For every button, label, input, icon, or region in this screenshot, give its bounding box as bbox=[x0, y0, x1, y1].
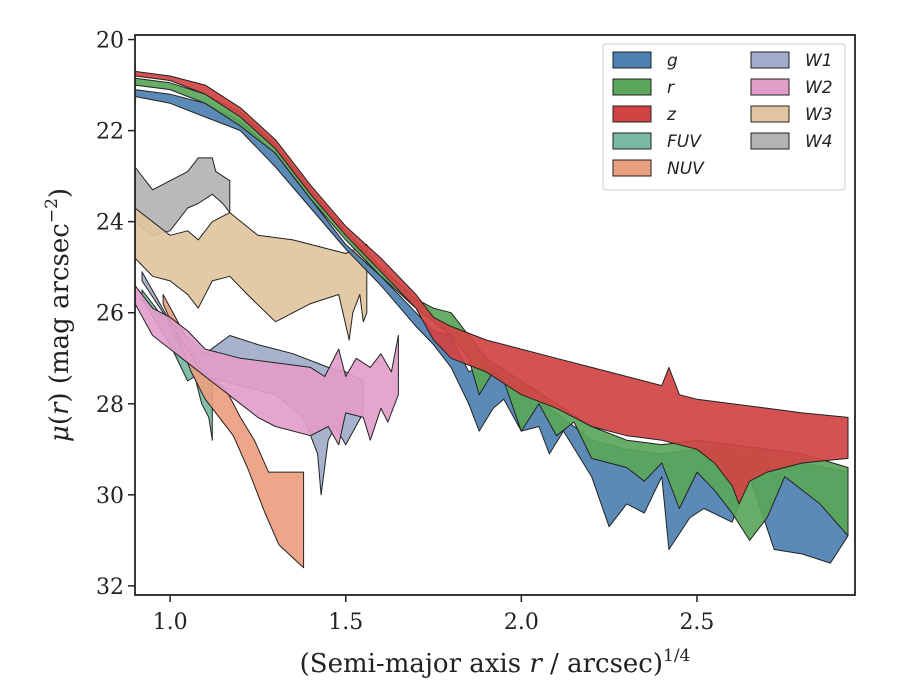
legend: grz FUV NUV W1 W2 W3 W4 bbox=[602, 43, 846, 191]
legend-swatch-nuv bbox=[612, 159, 652, 177]
y-tick-label: 22 bbox=[96, 120, 124, 145]
legend-label-w4: W4 bbox=[805, 132, 833, 152]
legend-label-g: g bbox=[667, 51, 678, 71]
legend-swatch-w4 bbox=[750, 132, 790, 150]
plot-frame bbox=[134, 34, 856, 596]
band-layer bbox=[134, 70, 849, 569]
band-w3 bbox=[134, 207, 368, 341]
y-tick-label: 20 bbox=[96, 29, 124, 54]
legend-swatch-fuv bbox=[612, 132, 652, 150]
legend-label-w1: W1 bbox=[805, 51, 833, 71]
y-tick-label: 28 bbox=[96, 393, 124, 418]
x-tick-label: 1.5 bbox=[328, 610, 363, 635]
y-tick-label: 26 bbox=[96, 302, 124, 327]
legend-label-r: r bbox=[667, 78, 675, 98]
x-tick-label: 2.5 bbox=[679, 610, 714, 635]
legend-swatch-w2 bbox=[750, 78, 790, 96]
y-tick-label: 30 bbox=[96, 484, 124, 509]
y-axis-label: μ(r) (mag arcsec−2) bbox=[42, 188, 75, 442]
legend-label-w3: W3 bbox=[805, 105, 833, 125]
legend-swatch-r bbox=[612, 78, 652, 96]
y-axis: 20 22 24 26 28 30 32 bbox=[96, 29, 135, 600]
legend-swatch-z bbox=[612, 105, 652, 123]
y-tick-label: 24 bbox=[96, 211, 124, 236]
legend-swatch-w3 bbox=[750, 105, 790, 123]
legend-swatch-g bbox=[612, 51, 652, 69]
band-w2 bbox=[134, 284, 399, 446]
x-tick-label: 1.0 bbox=[153, 610, 188, 635]
y-tick-label: 32 bbox=[96, 575, 124, 600]
legend-label-fuv: FUV bbox=[667, 132, 702, 152]
legend-label-w2: W2 bbox=[805, 78, 833, 98]
legend-swatch-w1 bbox=[750, 51, 790, 69]
x-axis-label: (Semi-major axis r / arcsec)1/4 bbox=[300, 646, 691, 679]
x-tick-label: 2.0 bbox=[504, 610, 539, 635]
x-axis: 1.0 1.5 2.0 2.5 bbox=[153, 595, 714, 635]
band-z bbox=[134, 70, 849, 505]
legend-label-nuv: NUV bbox=[667, 159, 705, 179]
legend-label-z: z bbox=[666, 105, 677, 125]
